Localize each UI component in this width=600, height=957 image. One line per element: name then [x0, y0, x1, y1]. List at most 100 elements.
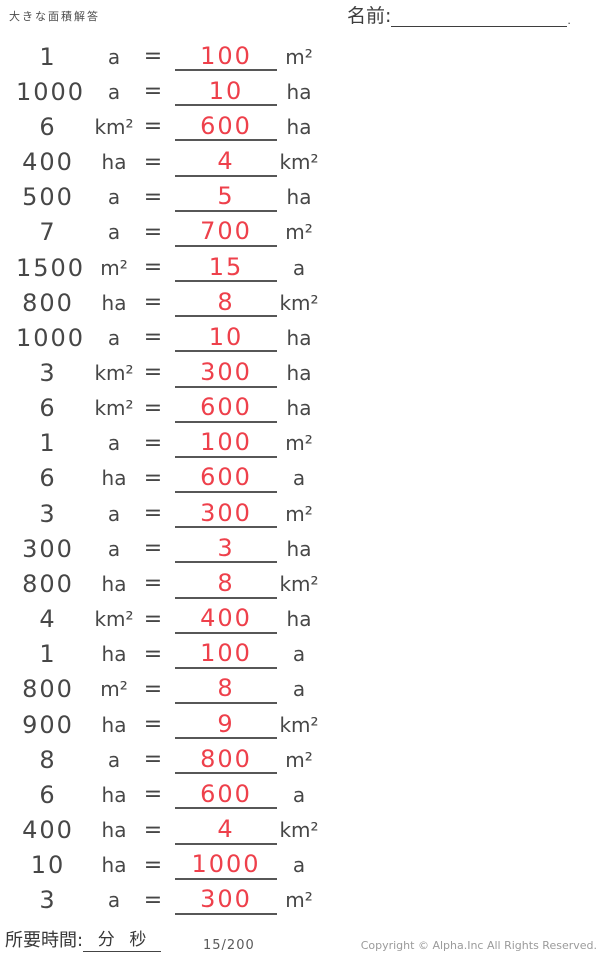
problem-unit: ha	[101, 642, 127, 667]
problem-value: 300	[22, 534, 74, 563]
problem-unit: m²	[100, 255, 128, 280]
equals-sign: =	[143, 606, 163, 632]
answer-unit: a	[292, 642, 306, 667]
problem-row: 1000 a = 10 ha	[0, 71, 600, 107]
worksheet-title: 大きな面積解答	[9, 10, 100, 23]
answer-unit: m²	[285, 747, 313, 772]
problem-value: 4	[39, 605, 57, 634]
problem-unit: ha	[101, 712, 127, 737]
equals-sign: =	[143, 325, 163, 351]
answer-unit: ha	[286, 360, 312, 385]
problem-unit: m²	[100, 677, 128, 702]
problem-unit: a	[107, 431, 121, 456]
problem-unit: a	[107, 185, 121, 210]
problem-unit: km²	[94, 114, 134, 139]
answer-line: 600	[175, 106, 277, 142]
problem-row: 800 m² = 8 a	[0, 669, 600, 704]
answer-unit: a	[292, 255, 306, 280]
answer-value: 600	[200, 111, 252, 140]
equals-sign: =	[143, 149, 163, 175]
problem-unit: a	[107, 79, 121, 104]
answer-line: 1000	[175, 845, 277, 880]
answer-unit: km²	[279, 150, 319, 175]
answer-value: 100	[200, 428, 252, 457]
answer-line: 10	[175, 317, 277, 353]
problem-value: 1000	[16, 77, 86, 106]
answer-unit: m²	[285, 888, 313, 913]
answer-unit: ha	[286, 114, 312, 139]
problem-row: 1 ha = 100 a	[0, 634, 600, 669]
problem-unit: a	[107, 44, 121, 69]
problem-row: 400 ha = 4 km²	[0, 809, 600, 845]
problem-unit: km²	[94, 360, 134, 385]
problem-row: 3 a = 300 m²	[0, 493, 600, 529]
equals-sign: =	[143, 712, 163, 738]
equals-sign: =	[143, 465, 163, 491]
answer-value: 100	[200, 639, 252, 668]
problem-row: 3 km² = 300 ha	[0, 352, 600, 388]
equals-sign: =	[143, 747, 163, 773]
answer-line: 100	[175, 36, 277, 72]
answer-unit: a	[292, 782, 306, 807]
problem-unit: ha	[101, 853, 127, 878]
problem-unit: a	[107, 501, 121, 526]
answer-unit: m²	[285, 501, 313, 526]
problem-value: 6	[39, 780, 57, 809]
answer-line: 4	[175, 141, 277, 177]
minutes-label: 分	[97, 930, 115, 950]
problem-value: 1	[39, 42, 57, 71]
answer-unit: a	[292, 853, 306, 878]
answer-unit: km²	[279, 290, 319, 315]
problem-row: 6 ha = 600 a	[0, 774, 600, 810]
problem-value: 8	[39, 745, 57, 774]
answer-unit: m²	[285, 44, 313, 69]
equals-sign: =	[143, 676, 163, 702]
equals-sign: =	[143, 641, 163, 667]
problem-row: 800 ha = 8 km²	[0, 282, 600, 318]
answer-line: 9	[175, 704, 277, 740]
equals-sign: =	[143, 290, 163, 316]
rows: 1 a = 100 m² 1000 a = 10 ha 6 km² = 600 …	[0, 36, 600, 915]
answer-value: 600	[200, 393, 252, 422]
time-required-field: 所要時間: 分 秒	[5, 930, 162, 952]
answer-value: 10	[208, 76, 244, 105]
answer-value: 4	[217, 147, 235, 176]
answer-value: 600	[200, 463, 252, 492]
answer-value: 8	[217, 674, 235, 703]
problem-row: 400 ha = 4 km²	[0, 141, 600, 177]
answer-value: 700	[200, 217, 252, 246]
problem-row: 3 a = 300 m²	[0, 880, 600, 915]
problem-value: 800	[22, 675, 74, 704]
equals-sign: =	[143, 360, 163, 386]
problem-unit: a	[107, 325, 121, 350]
equals-sign: =	[143, 430, 163, 456]
problem-unit: ha	[101, 150, 127, 175]
answer-unit: ha	[286, 79, 312, 104]
name-blank-line	[391, 6, 568, 27]
answer-line: 800	[175, 739, 277, 775]
answer-unit: m²	[285, 431, 313, 456]
answer-value: 600	[200, 779, 252, 808]
problem-row: 500 a = 5 ha	[0, 177, 600, 212]
equals-sign: =	[143, 817, 163, 843]
problem-row: 1500 m² = 15 a	[0, 247, 600, 283]
answer-line: 400	[175, 599, 277, 634]
answer-value: 400	[200, 604, 252, 633]
answer-line: 4	[175, 809, 277, 845]
answer-line: 700	[175, 212, 277, 247]
problem-unit: a	[107, 747, 121, 772]
equals-sign: =	[143, 255, 163, 281]
answer-value: 300	[200, 357, 252, 386]
name-field: 名前: .	[347, 5, 571, 27]
problem-unit: a	[107, 888, 121, 913]
problem-unit: ha	[101, 818, 127, 843]
answer-line: 600	[175, 458, 277, 494]
answer-value: 8	[217, 568, 235, 597]
name-label: 名前:	[347, 5, 392, 27]
seconds-label: 秒	[129, 930, 147, 950]
answer-unit: ha	[286, 536, 312, 561]
problem-value: 3	[39, 886, 57, 915]
answer-unit: km²	[279, 571, 319, 596]
problem-row: 6 km² = 600 ha	[0, 388, 600, 423]
problem-value: 3	[39, 499, 57, 528]
